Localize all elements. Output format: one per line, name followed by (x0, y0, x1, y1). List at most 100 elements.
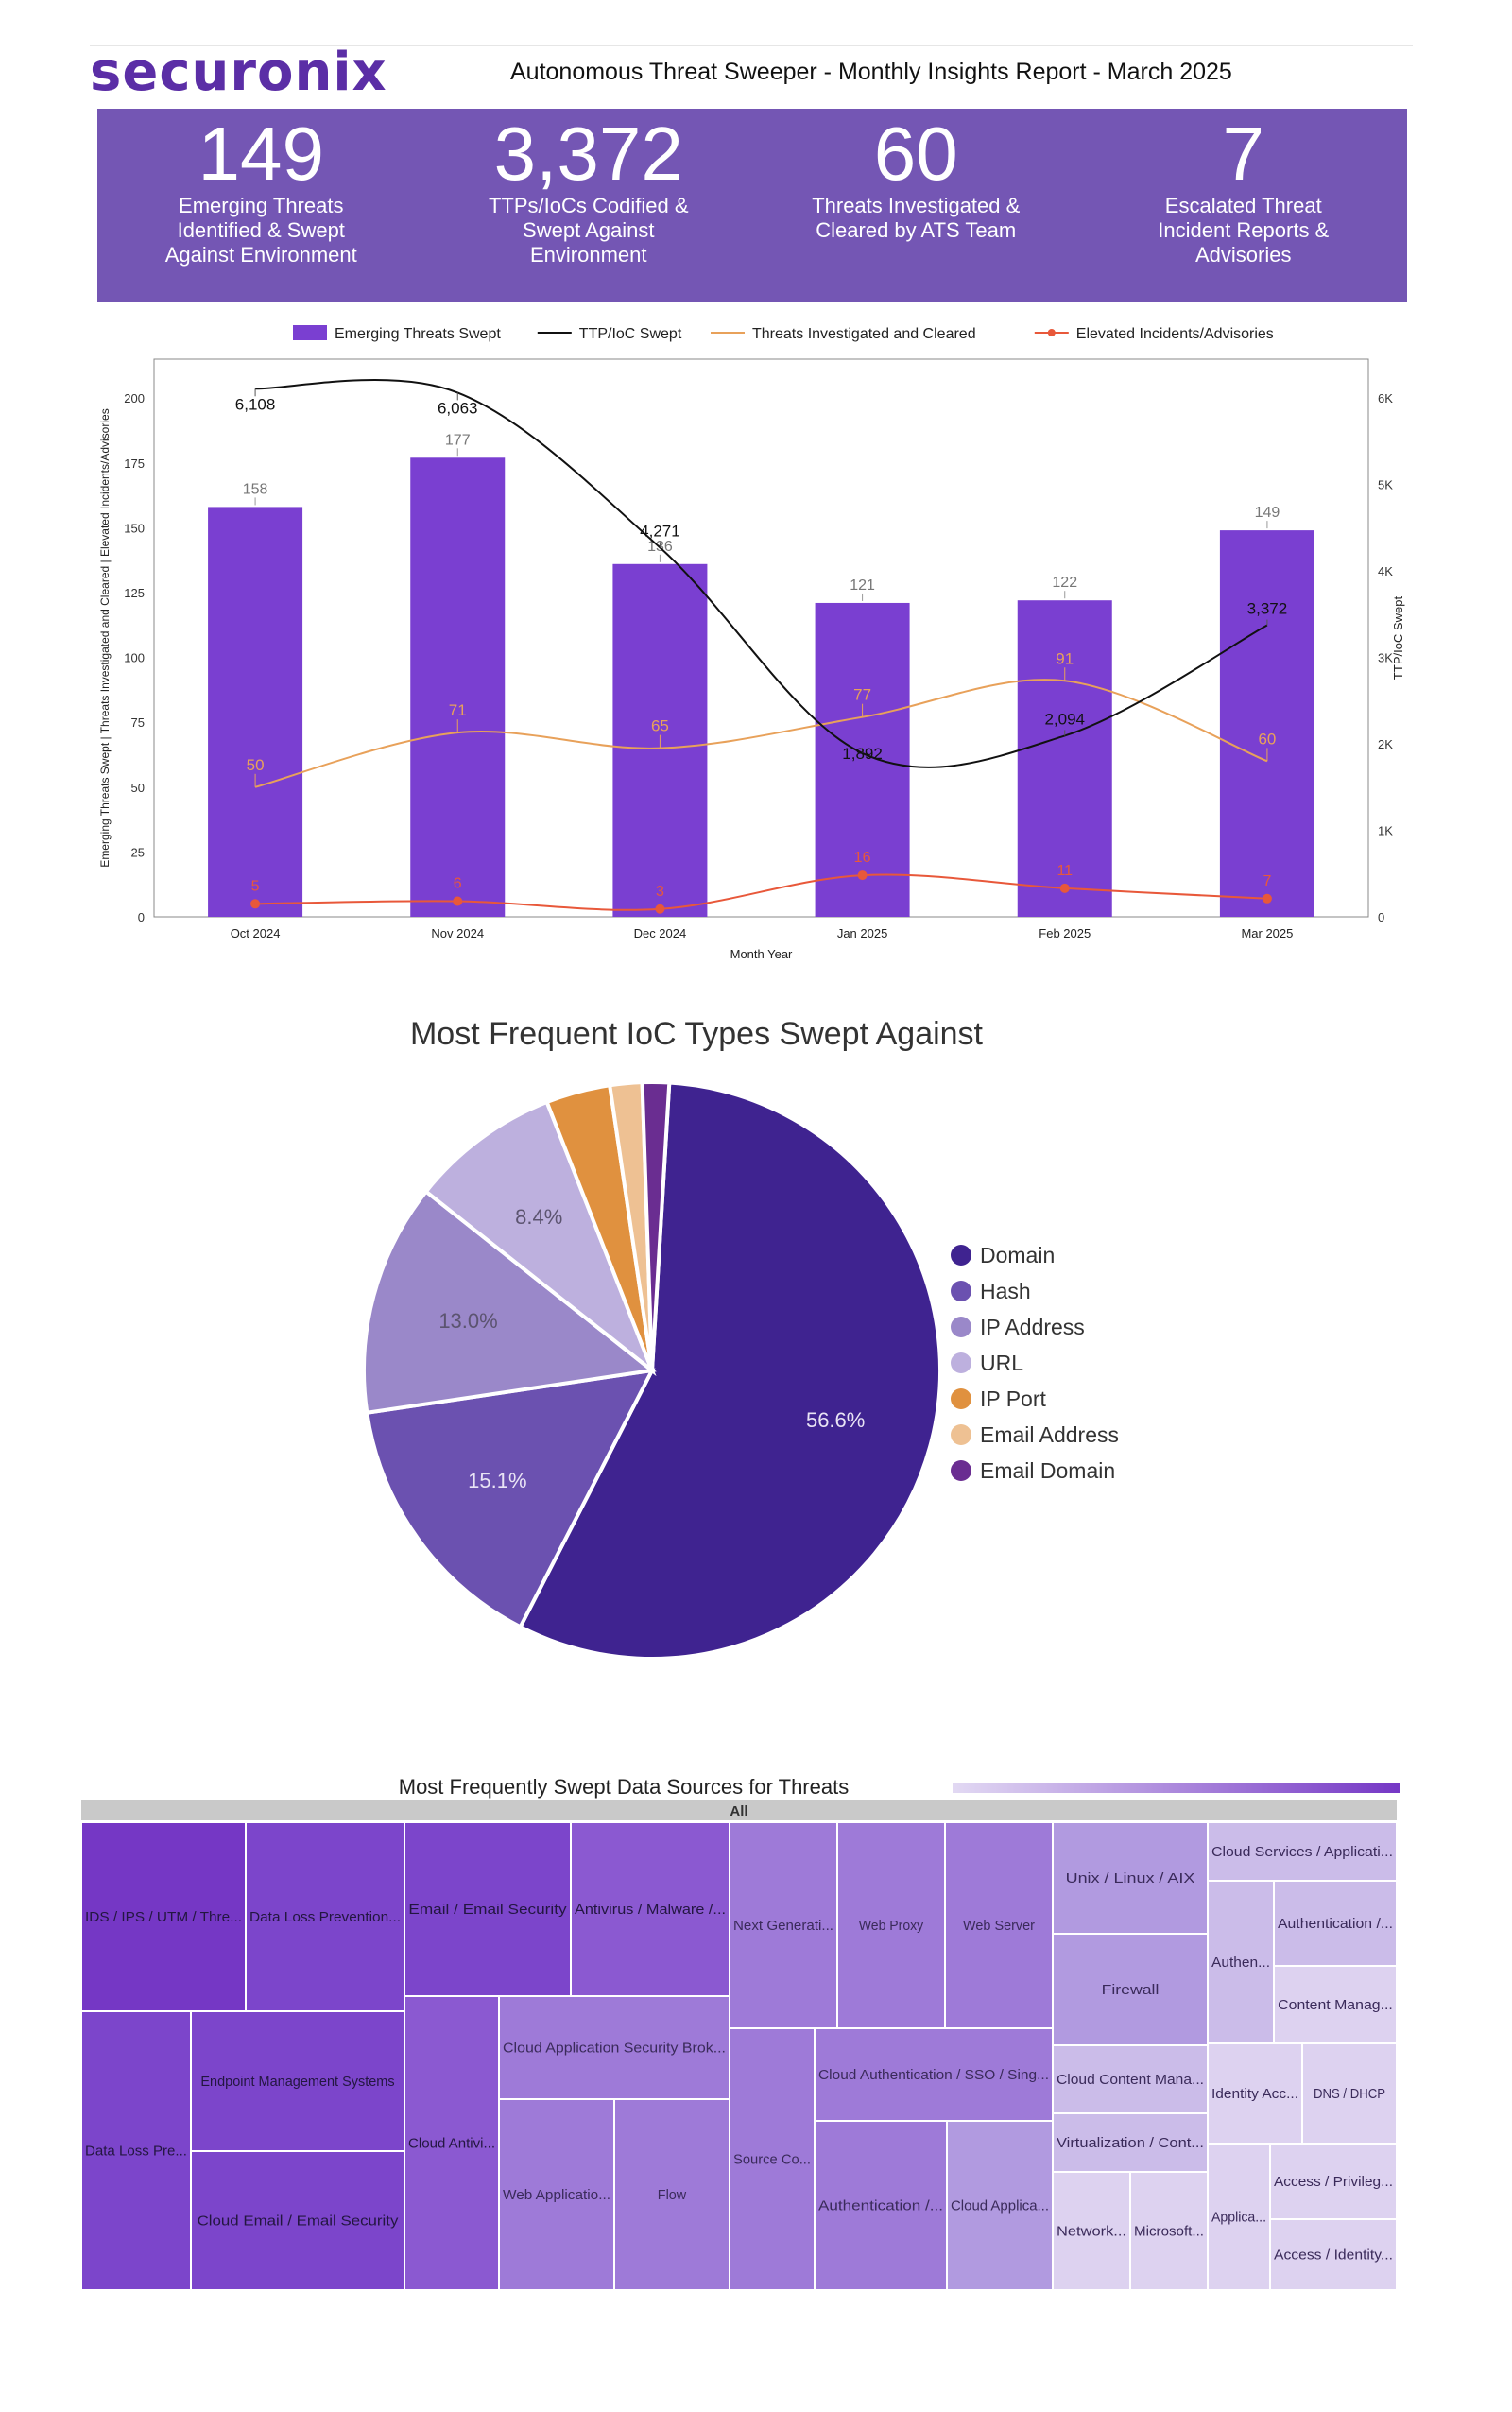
treemap-tile: Identity Acc... (1207, 2042, 1303, 2145)
kpi-ttps-iocs: 3,372 TTPs/IoCs Codified & Swept Against… (425, 109, 753, 302)
treemap-tile-label: Data Loss Prevention... (249, 1909, 401, 1925)
treemap-tile: DNS / DHCP (1301, 2042, 1398, 2145)
bar-value-label: 177 (445, 432, 471, 448)
securonix-logo: securonix (90, 42, 387, 103)
threats-investigated-label: 50 (247, 756, 265, 774)
legend-label: URL (980, 1351, 1023, 1375)
kpi-value: 7 (1222, 112, 1265, 196)
treemap-tile: Data Loss Pre... (80, 2010, 192, 2291)
x-tick-label: Feb 2025 (1039, 926, 1091, 940)
bar-value-label: 149 (1255, 505, 1280, 521)
pie-slice (365, 1368, 656, 1629)
legend-swatch (951, 1317, 971, 1337)
kpi-label: Emerging Threats Identified & Swept Agai… (164, 194, 357, 267)
treemap-tile-rect (613, 2098, 730, 2291)
treemap-tile-rect (80, 2010, 192, 2291)
treemap-tile: Authentication /... (1273, 1880, 1398, 1967)
treemap-tile-rect (404, 1821, 572, 1997)
pie-slice (362, 1188, 657, 1416)
legend-swatch (951, 1388, 971, 1409)
ioc-types-pie-chart: Most Frequent IoC Types Swept Against 56.… (362, 1016, 1119, 1662)
bar-value-label: 122 (1052, 575, 1077, 591)
ttp-ioc-line (255, 379, 1268, 768)
ttp-ioc-label: 1,892 (842, 745, 883, 763)
y2-tick-label: 5K (1378, 478, 1393, 492)
treemap-tile: Access / Privileg... (1269, 2143, 1398, 2220)
threats-investigated-label: 91 (1056, 649, 1074, 667)
treemap-tile-label: Authen... (1211, 1955, 1270, 1971)
treemap-tile: Network... (1052, 2171, 1131, 2291)
treemap-tile: Applica... (1207, 2143, 1271, 2291)
treemap-tile-rect (498, 2098, 615, 2291)
legend-item: Emerging Threats Swept (293, 325, 501, 342)
treemap-tile-rect (1273, 1880, 1398, 1967)
treemap-tile-label: Source Co... (733, 2152, 811, 2168)
legend-item: Elevated Incidents/Advisories (1034, 326, 1274, 342)
treemap-tile-rect (1301, 2042, 1398, 2145)
elevated-incidents-marker (1262, 893, 1272, 904)
legend-item: TTP/IoC Swept (537, 326, 682, 342)
monthly-trend-chart: Emerging Threats Swept TTP/IoC Swept Threa… (98, 325, 1405, 961)
treemap-tile-label: Access / Identity... (1274, 2248, 1393, 2264)
elevated-incidents-marker (453, 896, 463, 906)
treemap-tile-rect (404, 1995, 500, 2291)
pie-slice-label: 56.6% (806, 1408, 865, 1432)
x-axis-title: Month Year (730, 947, 793, 961)
y2-tick-label: 0 (1378, 910, 1384, 924)
treemap-tile-label: IDS / IPS / UTM / Thre... (85, 1909, 242, 1925)
y-tick-label: 0 (138, 910, 145, 924)
treemap-tile-rect (729, 2027, 816, 2291)
treemap-tile-label: Authentication /... (818, 2198, 943, 2214)
treemap-tile-rect (1269, 2218, 1398, 2291)
legend-label: IP Port (980, 1387, 1046, 1411)
treemap-tile: Authentication /... (814, 2120, 948, 2291)
legend-swatch (951, 1460, 971, 1481)
elevated-incidents-label: 16 (854, 850, 871, 866)
y2-tick-label: 3K (1378, 651, 1393, 665)
y2-tick-label: 6K (1378, 391, 1393, 405)
treemap-tile: Cloud Content Mana... (1052, 2044, 1209, 2114)
treemap-tile-label: Virtualization / Cont... (1057, 2135, 1204, 2151)
bar (815, 602, 910, 917)
treemap-tile-rect (946, 2120, 1054, 2291)
y-tick-label: 175 (124, 457, 145, 471)
kpi-escalated-reports: 7 Escalated Threat Incident Reports & Ad… (1080, 109, 1408, 302)
elevated-incidents-label: 7 (1263, 873, 1271, 889)
treemap-tile: Antivirus / Malware /... (570, 1821, 730, 1997)
treemap-title: Most Frequently Swept Data Sources for T… (399, 1775, 849, 1799)
elevated-incidents-label: 5 (251, 878, 260, 894)
y-tick-label: 50 (131, 781, 145, 795)
treemap-tile-rect (1207, 2042, 1303, 2145)
treemap-tile: IDS / IPS / UTM / Thre... (80, 1821, 247, 2012)
treemap-tile-label: Cloud Services / Applicati... (1211, 1844, 1393, 1860)
threats-investigated-label: 60 (1258, 730, 1276, 748)
treemap-tile-label: Microsoft... (1134, 2224, 1204, 2240)
treemap-tile-label: Data Loss Pre... (85, 2144, 187, 2160)
treemap-tile: Next Generati... (729, 1821, 838, 2029)
legend-label: Elevated Incidents/Advisories (1076, 326, 1274, 342)
treemap-tile-rect (570, 1821, 730, 1997)
treemap-tile-rect (814, 2120, 948, 2291)
treemap-tile-label: Cloud Applica... (951, 2198, 1049, 2214)
treemap-tile: Cloud Application Security Brok... (498, 1995, 730, 2100)
legend-label: Email Address (980, 1422, 1119, 1447)
report-title: Autonomous Threat Sweeper - Monthly Insi… (510, 59, 1232, 85)
elevated-incidents-line (255, 873, 1267, 911)
treemap-tile-rect (190, 2150, 405, 2291)
pie-slice-label: 13.0% (438, 1309, 497, 1333)
treemap-tile-label: Antivirus / Malware /... (575, 1902, 726, 1918)
treemap-tile-label: Web Proxy (859, 1918, 924, 1934)
bar (208, 507, 303, 917)
kpi-threats-investigated: 60 Threats Investigated & Cleared by ATS… (752, 109, 1080, 302)
treemap-tile: Cloud Authentication / SSO / Sing... (814, 2027, 1054, 2122)
treemap-tile: Microsoft... (1129, 2171, 1209, 2291)
y2-tick-label: 2K (1378, 737, 1393, 751)
treemap-root-bar (81, 1800, 1397, 1820)
pie-slice-label: 8.4% (515, 1205, 562, 1229)
legend-label: IP Address (980, 1315, 1085, 1339)
treemap-tile-label: Cloud Application Security Brok... (503, 2041, 726, 2057)
treemap-tile-label: Web Applicatio... (503, 2187, 610, 2203)
plot-frame (153, 358, 1369, 918)
elevated-incidents-label: 3 (656, 884, 664, 900)
y2-tick-label: 4K (1378, 564, 1393, 578)
